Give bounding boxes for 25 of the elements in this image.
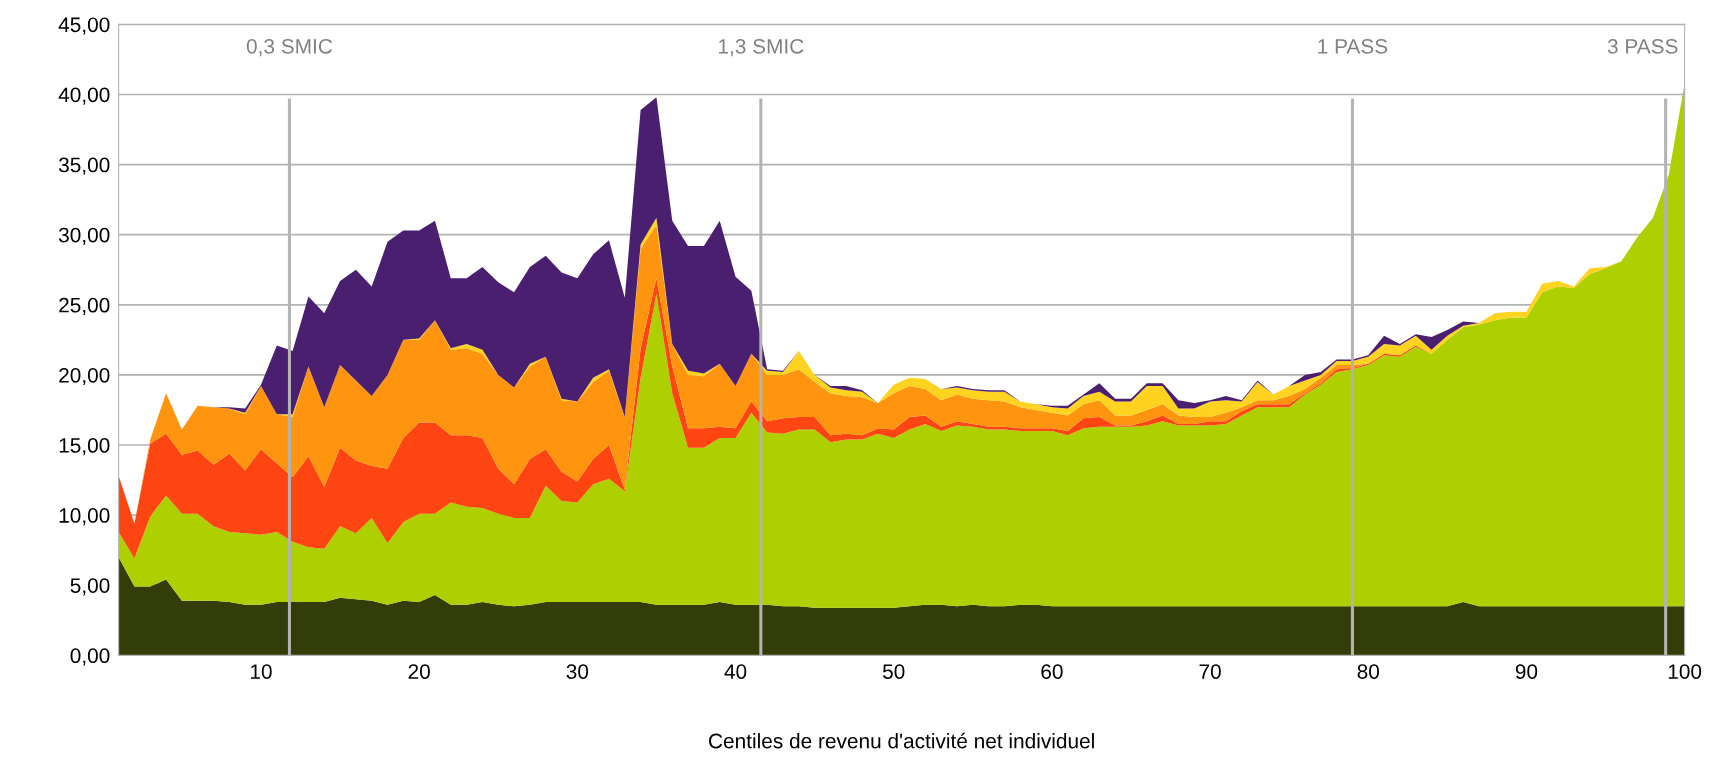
y-tick-label: 5,00 xyxy=(70,578,110,596)
x-tick-label: 10 xyxy=(250,664,272,679)
x-tick-label: 30 xyxy=(566,664,589,679)
ref-line-label: 1 PASS xyxy=(1318,38,1388,54)
x-tick-label: 50 xyxy=(882,664,905,679)
ref-line-label: 3 PASS xyxy=(1607,38,1678,54)
x-tick-label: 70 xyxy=(1199,664,1221,679)
x-tick-label: 40 xyxy=(724,664,747,679)
ref-line-label: 0,3 SMIC xyxy=(246,38,333,57)
y-tick-label: 30,00 xyxy=(58,227,110,245)
y-tick-label: 20,00 xyxy=(59,367,110,386)
x-tick-label: 60 xyxy=(1041,664,1063,679)
x-tick-label: 80 xyxy=(1357,664,1380,679)
y-tick-label: 10,00 xyxy=(59,508,110,526)
ref-line-label: 1,3 SMIC xyxy=(719,38,804,57)
y-tick-label: 40,00 xyxy=(58,87,110,105)
x-tick-label: 20 xyxy=(408,664,430,679)
y-tick-label: 25,00 xyxy=(59,297,110,316)
x-tick-label: 100 xyxy=(1668,664,1702,679)
y-tick-label: 0,00 xyxy=(70,648,110,666)
y-tick-label: 45,00 xyxy=(58,17,110,35)
x-tick-label: 90 xyxy=(1515,664,1538,679)
y-tick-label: 35,00 xyxy=(58,157,110,175)
y-tick-label: 15,00 xyxy=(59,438,110,456)
x-axis-title: Centiles de revenu d'activité net individuel xyxy=(709,732,1094,749)
